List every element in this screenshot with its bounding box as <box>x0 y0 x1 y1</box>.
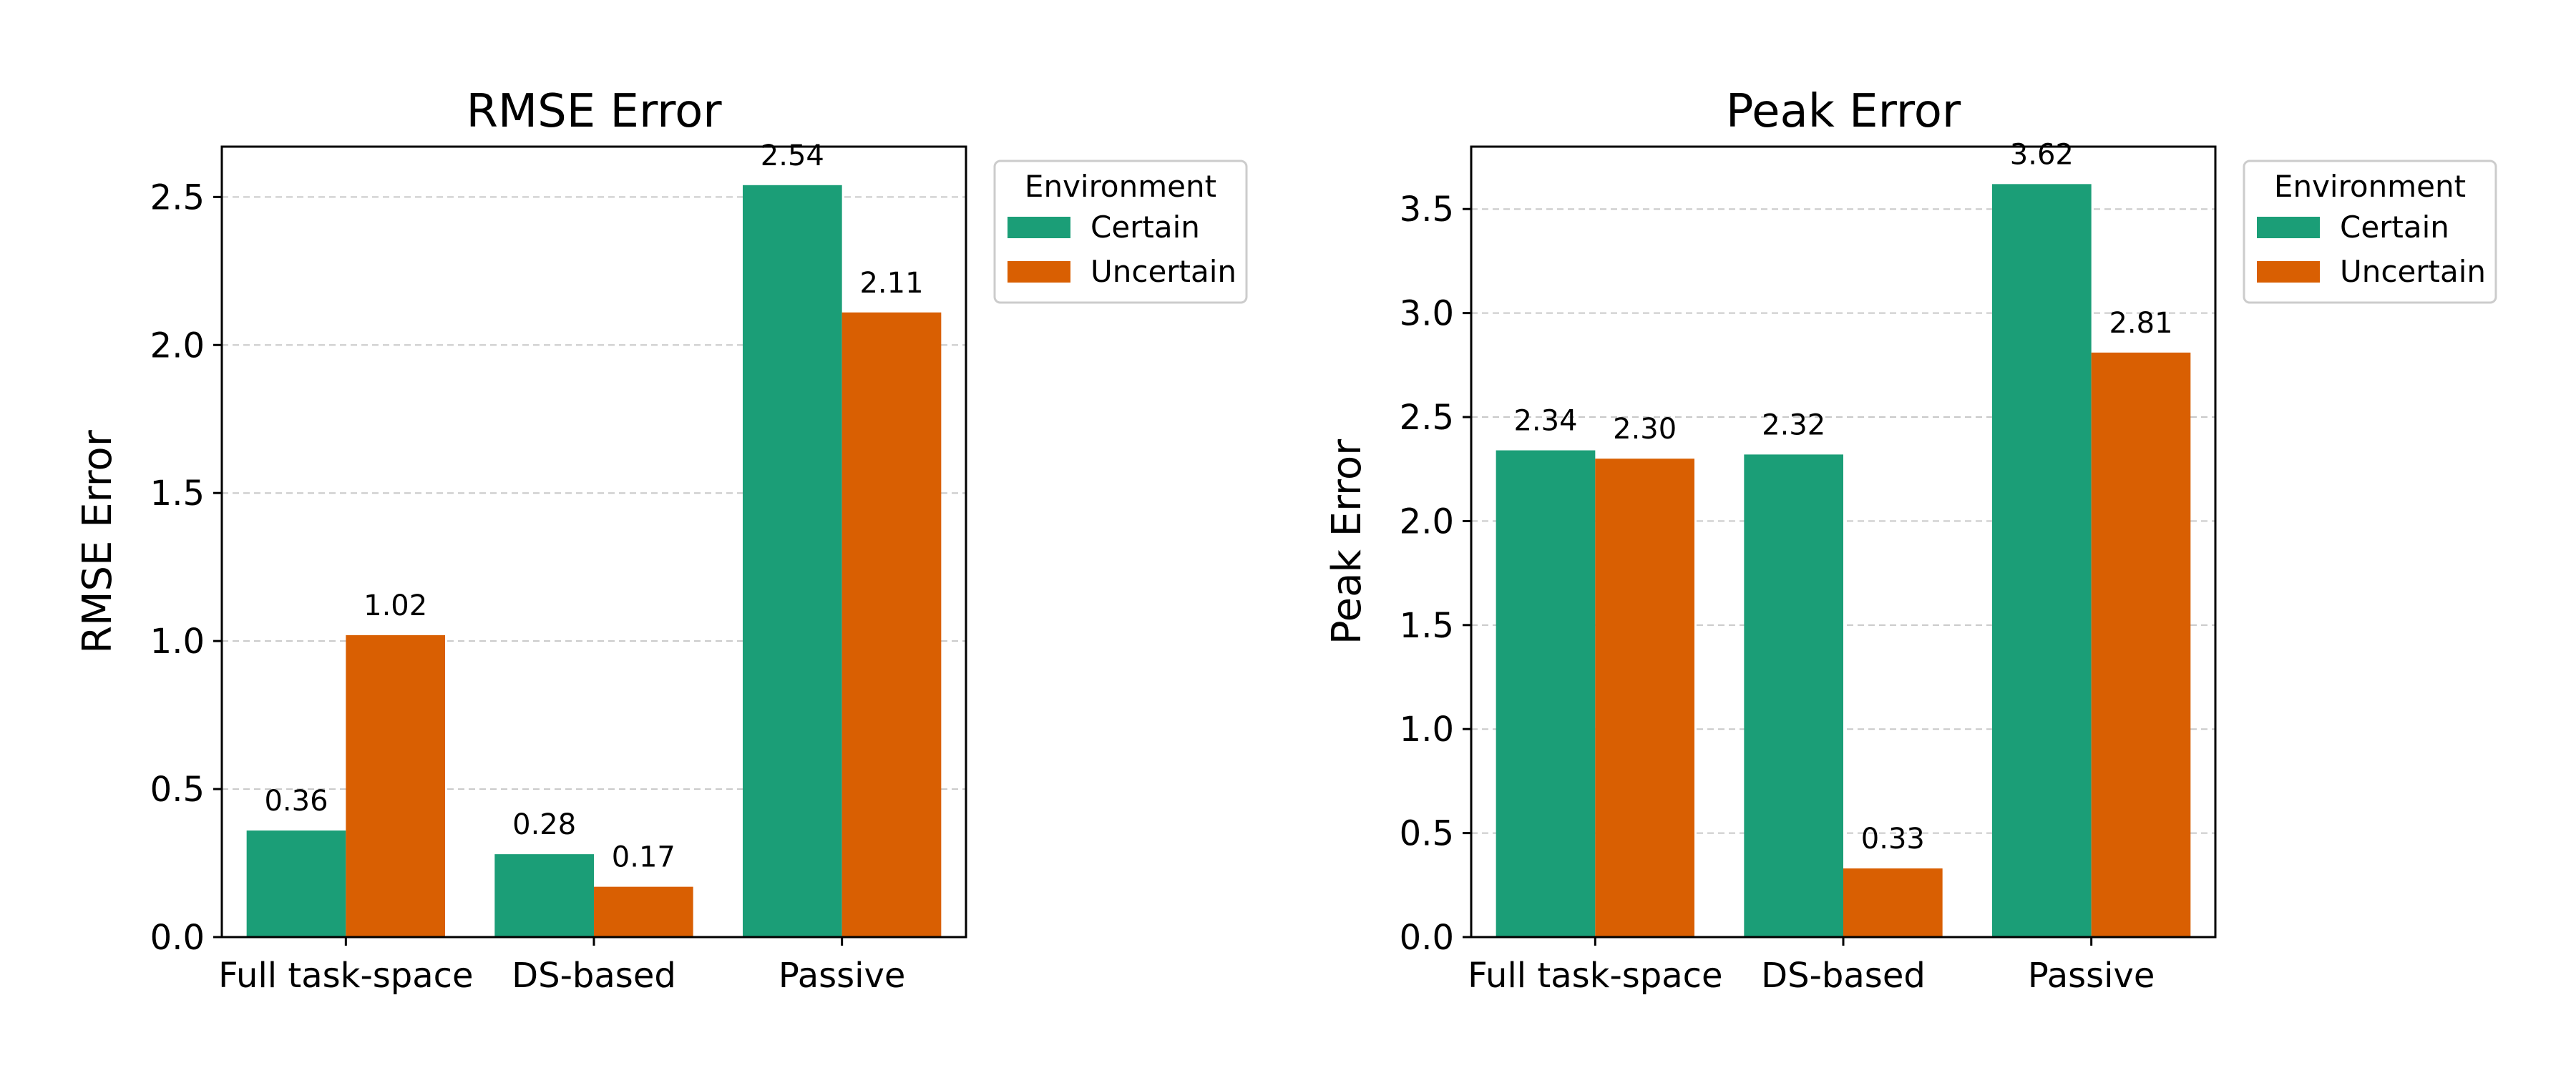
data-label-uncertain-full-task-space: 1.02 <box>364 589 427 622</box>
bar-uncertain-full-task-space <box>346 635 445 937</box>
data-label-uncertain-ds-based: 0.33 <box>1861 823 1925 856</box>
bar-uncertain-ds-based <box>1843 868 1943 937</box>
data-label-certain-passive: 2.54 <box>761 139 824 172</box>
bar-certain-passive <box>1992 184 2092 938</box>
bar-certain-full-task-space <box>246 831 346 937</box>
chart-title: Peak Error <box>1726 85 1961 138</box>
x-tick-label-full-task-space: Full task-space <box>1468 956 1723 996</box>
y-tick-label: 2.0 <box>1400 501 1454 542</box>
bar-certain-ds-based <box>494 854 594 937</box>
data-label-uncertain-ds-based: 0.17 <box>612 841 675 874</box>
peak-error-chart: 2.34 2.32 3.62 2.30 0.33 2.81 0.0 0.5 1.0 1.5 2.0 2… <box>1324 85 2497 996</box>
x-tick-label-ds-based: DS-based <box>1761 956 1926 996</box>
legend-label-certain: Certain <box>1091 210 1200 245</box>
bar-certain-passive <box>743 185 842 937</box>
data-label-certain-passive: 3.62 <box>2010 138 2074 171</box>
data-label-uncertain-full-task-space: 2.30 <box>1613 413 1677 446</box>
data-label-certain-full-task-space: 0.36 <box>264 785 328 818</box>
y-tick-label: 1.5 <box>150 474 205 514</box>
chart-title: RMSE Error <box>466 85 722 138</box>
rmse-error-chart: 0.36 0.28 2.54 1.02 0.17 2.11 0.0 0.5 1.0 1.5 2.0 2… <box>74 85 1248 996</box>
legend-title: Environment <box>2274 169 2466 204</box>
legend-swatch-certain <box>2257 217 2320 238</box>
legend-swatch-certain <box>1008 217 1070 238</box>
bar-certain-full-task-space <box>1496 450 1596 937</box>
x-tick-label-full-task-space: Full task-space <box>218 956 474 996</box>
x-tick-label-ds-based: DS-based <box>512 956 676 996</box>
bar-uncertain-passive <box>841 312 942 938</box>
y-tick-label: 1.0 <box>1400 710 1454 750</box>
data-label-certain-ds-based: 2.32 <box>1762 408 1825 441</box>
data-label-uncertain-passive: 2.11 <box>859 267 923 300</box>
data-label-uncertain-passive: 2.81 <box>2109 307 2172 340</box>
y-tick-label: 0.5 <box>150 770 205 810</box>
x-tick-label-passive: Passive <box>779 956 906 996</box>
legend-label-certain: Certain <box>2340 210 2449 245</box>
legend-label-uncertain: Uncertain <box>2340 254 2486 289</box>
legend-title: Environment <box>1025 169 1216 204</box>
y-tick-label: 0.0 <box>150 918 205 958</box>
data-label-certain-ds-based: 0.28 <box>512 808 576 841</box>
bar-uncertain-full-task-space <box>1595 459 1694 937</box>
y-axis-label: RMSE Error <box>74 429 121 653</box>
y-tick-label: 3.0 <box>1400 294 1454 334</box>
bar-uncertain-passive <box>2091 352 2191 937</box>
y-tick-label: 2.5 <box>150 177 205 217</box>
y-axis-label: Peak Error <box>1324 438 1370 645</box>
y-tick-label: 0.0 <box>1400 918 1454 958</box>
y-tick-label: 2.0 <box>150 325 205 366</box>
legend-label-uncertain: Uncertain <box>1091 254 1236 289</box>
data-label-certain-full-task-space: 2.34 <box>1513 405 1577 438</box>
y-tick-label: 0.5 <box>1400 814 1454 854</box>
legend-swatch-uncertain <box>1008 261 1070 283</box>
x-tick-label-passive: Passive <box>2028 956 2155 996</box>
y-tick-label: 1.5 <box>1400 606 1454 646</box>
bar-certain-ds-based <box>1744 454 1843 937</box>
legend-swatch-uncertain <box>2257 261 2320 283</box>
y-tick-label: 2.5 <box>1400 398 1454 438</box>
bar-uncertain-ds-based <box>594 886 693 937</box>
y-tick-label: 3.5 <box>1400 190 1454 230</box>
y-tick-label: 1.0 <box>150 622 205 662</box>
